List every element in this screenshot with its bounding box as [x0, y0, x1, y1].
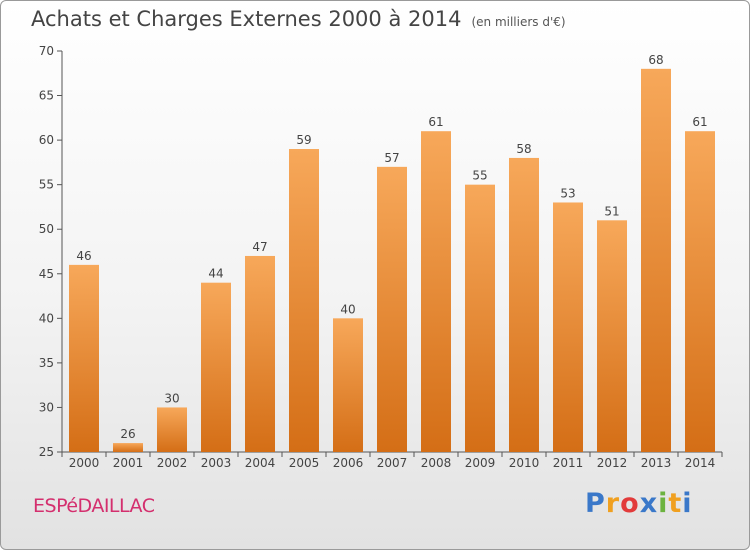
proxiti-logo: Proxiti: [585, 488, 693, 519]
bar-value-label: 53: [560, 186, 575, 200]
x-tick-label: 2000: [69, 456, 100, 470]
bar: [553, 202, 583, 452]
x-tick-label: 2003: [201, 456, 232, 470]
logo-letter: P: [585, 488, 606, 519]
x-tick-label: 2004: [245, 456, 276, 470]
chart-labels: 46 2000 26 2001 30 2002 44 2003 47 2004 59 2005 40 20…: [69, 53, 716, 470]
bar: [69, 264, 99, 452]
x-tick-label: 2012: [597, 456, 628, 470]
x-tick-label: 2007: [377, 456, 408, 470]
bar-value-label: 57: [384, 151, 399, 165]
y-tick-label: 65: [39, 89, 54, 103]
chart-unit: (en milliers d'€): [471, 15, 566, 29]
chart-title-text: Achats et Charges Externes 2000 à 2014: [31, 7, 462, 31]
x-tick-label: 2002: [157, 456, 188, 470]
logo-letter: o: [620, 488, 640, 519]
x-tick-label: 2011: [553, 456, 584, 470]
bar: [421, 131, 451, 452]
x-tick-label: 2014: [685, 456, 716, 470]
bar-value-label: 26: [120, 427, 135, 441]
y-tick-label: 55: [39, 178, 54, 192]
bar-value-label: 61: [692, 115, 707, 129]
bar: [597, 220, 627, 452]
bar-value-label: 30: [164, 391, 179, 405]
bar-value-label: 58: [516, 142, 531, 156]
logo-letter: r: [605, 488, 621, 519]
bar-value-label: 59: [296, 133, 311, 147]
bar-value-label: 46: [76, 249, 91, 263]
x-tick-label: 2010: [509, 456, 540, 470]
bar-value-label: 40: [340, 302, 355, 316]
bar: [509, 157, 539, 452]
y-tick-label: 45: [39, 267, 54, 281]
chart-title: Achats et Charges Externes 2000 à 2014 (e…: [31, 7, 566, 31]
y-tick-label: 25: [39, 445, 54, 459]
x-tick-label: 2006: [333, 456, 364, 470]
chart-axes: 25 30 35 40 45 50 55 60 65 70: [39, 44, 723, 459]
logo-letter: t: [668, 488, 683, 519]
x-tick-label: 2013: [641, 456, 672, 470]
bar: [641, 68, 671, 453]
bar: [685, 131, 715, 452]
y-tick-label: 50: [39, 222, 54, 236]
commune-name: ESPéDAILLAC: [33, 495, 155, 517]
logo-letter: x: [639, 488, 659, 519]
x-tick-label: 2009: [465, 456, 496, 470]
bar-value-label: 55: [472, 169, 487, 183]
bar: [465, 184, 495, 452]
bar-value-label: 44: [208, 267, 223, 281]
y-tick-label: 70: [39, 44, 54, 58]
y-tick-label: 35: [39, 356, 54, 370]
x-tick-label: 2005: [289, 456, 320, 470]
logo-letter: i: [682, 488, 693, 519]
bar: [201, 282, 231, 452]
bar-value-label: 61: [428, 115, 443, 129]
bar: [245, 255, 275, 452]
x-tick-label: 2001: [113, 456, 144, 470]
bar: [333, 318, 363, 452]
bar: [157, 407, 187, 452]
bar: [289, 149, 319, 452]
chart-bars: [69, 68, 715, 453]
bar: [377, 166, 407, 452]
x-tick-label: 2008: [421, 456, 452, 470]
logo-letter: i: [658, 488, 669, 519]
y-tick-label: 60: [39, 133, 54, 147]
bar-value-label: 51: [604, 204, 619, 218]
bar-value-label: 68: [648, 53, 663, 67]
bar: [113, 443, 143, 452]
y-tick-label: 30: [39, 400, 54, 414]
bar-value-label: 47: [252, 240, 267, 254]
y-tick-label: 40: [39, 311, 54, 325]
